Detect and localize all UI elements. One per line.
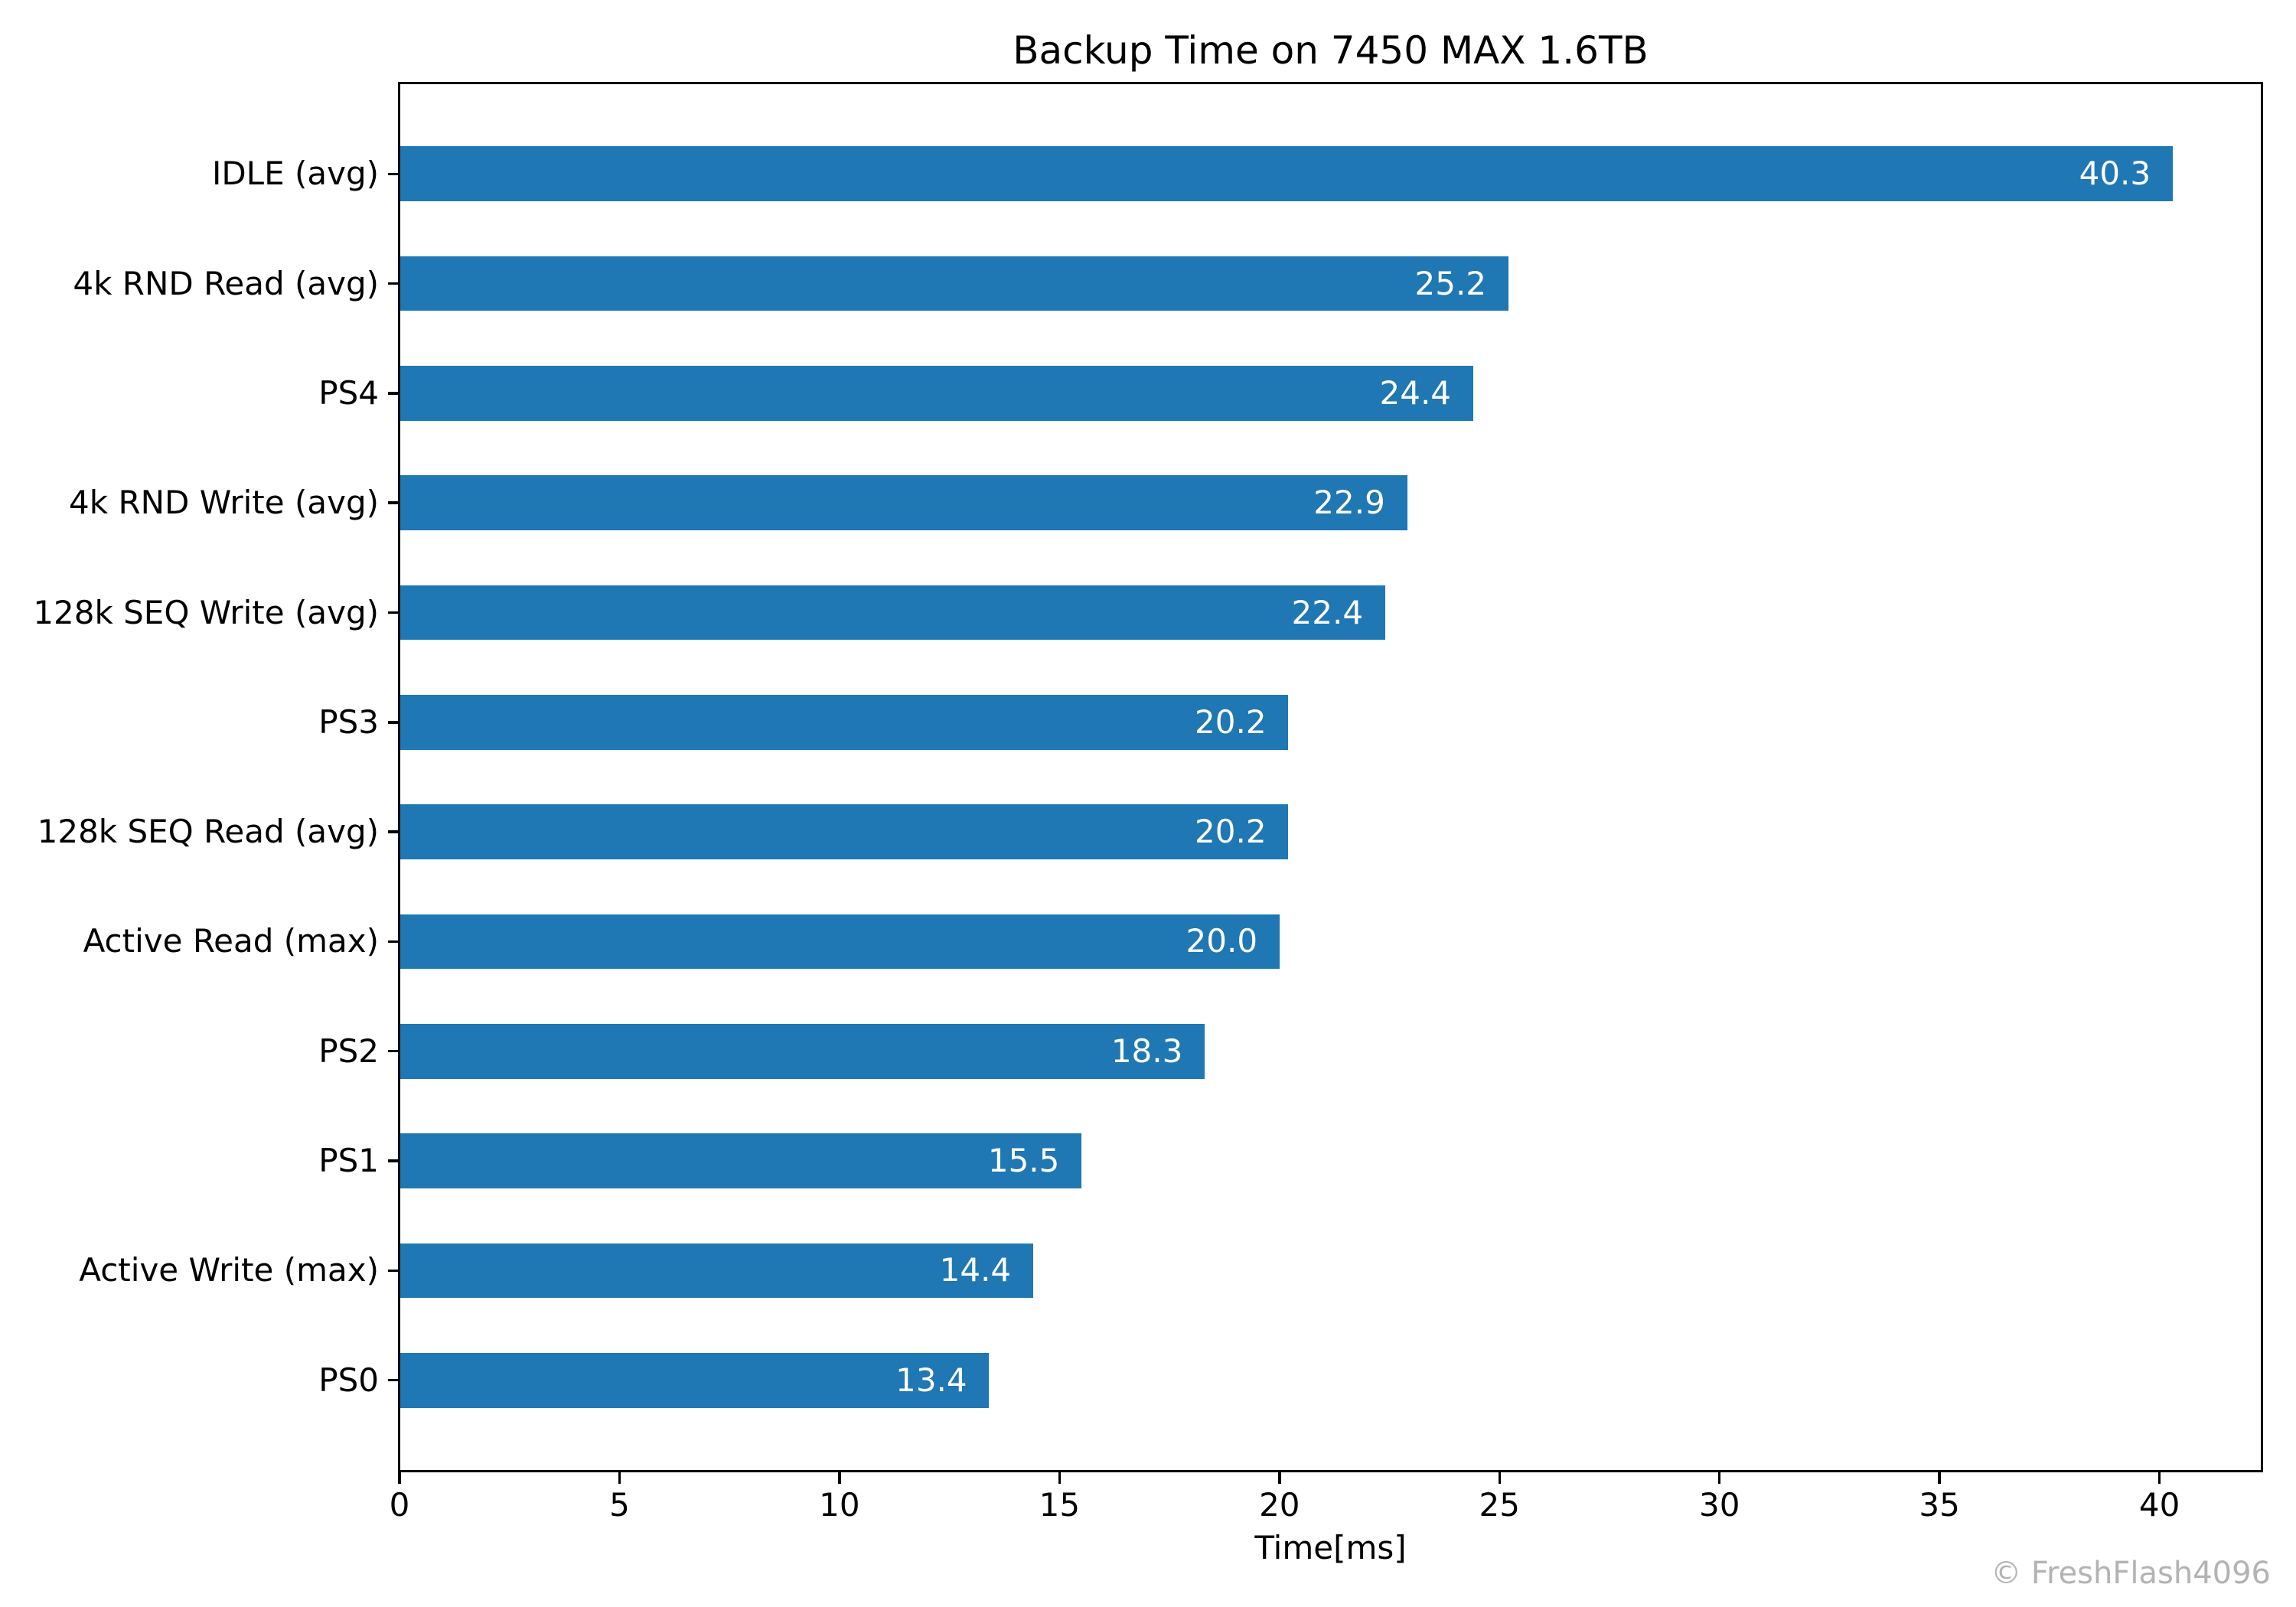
x-tick-mark — [398, 1472, 401, 1484]
bar: 22.9 — [400, 475, 1407, 531]
bar: 40.3 — [400, 146, 2173, 202]
y-tick-label: PS1 — [318, 1142, 379, 1180]
y-tick-mark — [388, 1050, 400, 1053]
x-tick-label: 0 — [389, 1486, 410, 1524]
bar-value-label: 14.4 — [939, 1251, 1012, 1289]
y-tick-label: IDLE (avg) — [211, 155, 379, 193]
y-tick-mark — [388, 1269, 400, 1273]
y-tick-label: Active Write (max) — [79, 1251, 379, 1289]
x-tick-label: 10 — [819, 1486, 860, 1524]
y-tick-mark — [388, 501, 400, 504]
x-tick-label: 5 — [609, 1486, 630, 1524]
y-tick-label: Active Read (max) — [83, 922, 379, 960]
bar-value-label: 22.4 — [1291, 593, 1364, 631]
bar: 25.2 — [400, 256, 1508, 311]
bar: 20.2 — [400, 695, 1289, 750]
x-tick-label: 25 — [1479, 1486, 1520, 1524]
bar: 20.0 — [400, 914, 1280, 970]
bar: 22.4 — [400, 585, 1385, 641]
bar: 13.4 — [400, 1352, 990, 1408]
plot-area: 40.3 25.2 24.4 22.9 22.4 20.2 20.2 20.0 18.3 15.5… — [400, 83, 2262, 1471]
bar: 18.3 — [400, 1023, 1205, 1079]
bar: 14.4 — [400, 1243, 1033, 1299]
x-tick-mark — [1498, 1472, 1501, 1484]
y-tick-mark — [388, 172, 400, 175]
y-tick-label: PS3 — [318, 702, 379, 741]
bar-value-label: 40.3 — [2079, 155, 2151, 193]
x-tick-mark — [1278, 1472, 1281, 1484]
bar-value-label: 15.5 — [987, 1142, 1060, 1180]
x-tick-mark — [2157, 1472, 2161, 1484]
bar-value-label: 25.2 — [1414, 264, 1487, 302]
bar-value-label: 18.3 — [1110, 1032, 1183, 1070]
y-tick-mark — [388, 611, 400, 614]
x-tick-label: 30 — [1698, 1486, 1740, 1524]
y-tick-mark — [388, 282, 400, 285]
y-tick-label: 128k SEQ Read (avg) — [37, 813, 379, 851]
x-tick-mark — [838, 1472, 841, 1484]
y-tick-label: PS0 — [318, 1361, 379, 1399]
x-tick-mark — [618, 1472, 621, 1484]
watermark: © FreshFlash4096 — [1991, 1556, 2271, 1591]
x-tick-label: 20 — [1259, 1486, 1300, 1524]
bar-value-label: 20.2 — [1195, 702, 1267, 741]
y-tick-mark — [388, 1379, 400, 1382]
bar: 24.4 — [400, 366, 1473, 421]
y-tick-label: PS4 — [318, 373, 379, 412]
x-axis-title: Time[ms] — [1254, 1529, 1407, 1566]
y-tick-label: PS2 — [318, 1032, 379, 1070]
y-tick-mark — [388, 1159, 400, 1162]
chart-title: Backup Time on 7450 MAX 1.6TB — [1013, 28, 1649, 73]
x-tick-mark — [1938, 1472, 1941, 1484]
y-tick-mark — [388, 830, 400, 833]
bar-value-label: 20.0 — [1186, 922, 1258, 960]
y-tick-mark — [388, 721, 400, 724]
x-tick-label: 15 — [1039, 1486, 1081, 1524]
bar-value-label: 24.4 — [1379, 373, 1452, 412]
x-tick-mark — [1718, 1472, 1721, 1484]
bar-value-label: 22.9 — [1313, 484, 1385, 522]
bar-value-label: 20.2 — [1195, 813, 1267, 851]
y-tick-label: 128k SEQ Write (avg) — [33, 593, 379, 631]
y-tick-label: 4k RND Write (avg) — [69, 484, 379, 522]
x-tick-label: 35 — [1919, 1486, 1960, 1524]
x-tick-label: 40 — [2138, 1486, 2180, 1524]
bar: 20.2 — [400, 804, 1289, 859]
x-tick-mark — [1058, 1472, 1062, 1484]
bar-value-label: 13.4 — [895, 1361, 967, 1399]
bar: 15.5 — [400, 1133, 1082, 1188]
y-tick-mark — [388, 940, 400, 944]
y-tick-mark — [388, 392, 400, 395]
y-tick-label: 4k RND Read (avg) — [73, 264, 379, 302]
